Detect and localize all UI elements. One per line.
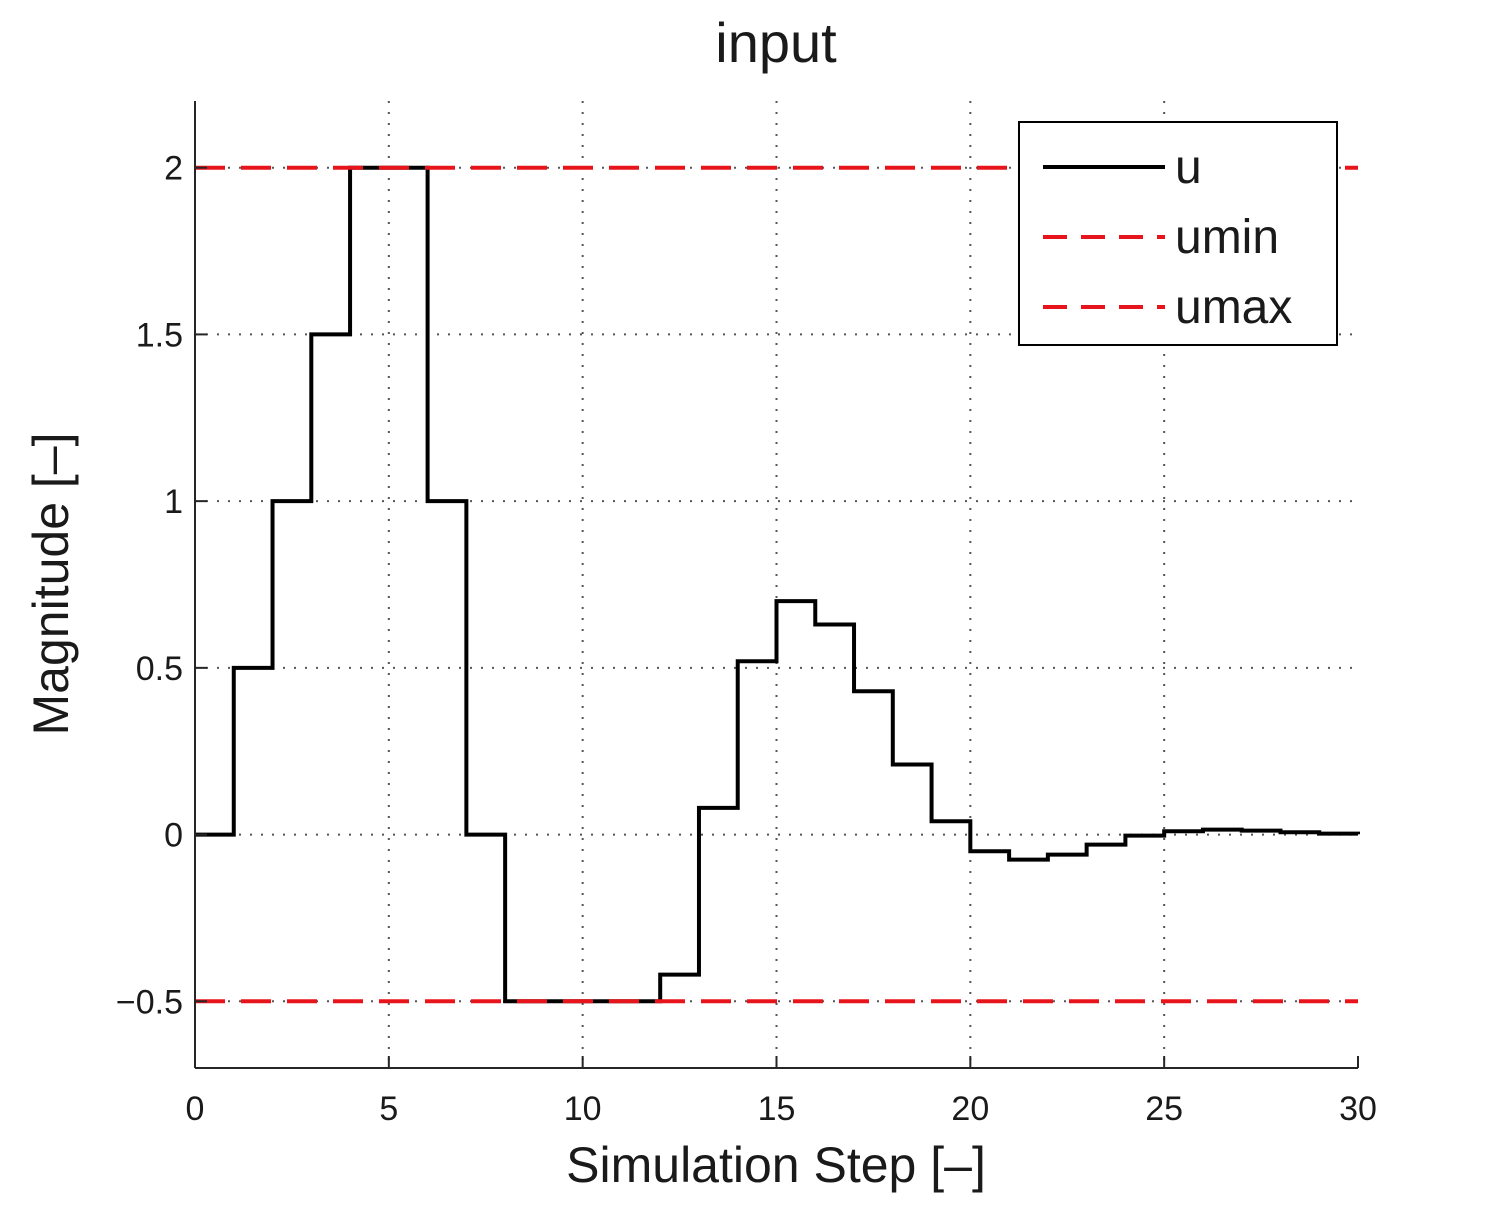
y-tick-label: −0.5 <box>116 983 183 1021</box>
y-tick-label: 2 <box>164 150 183 188</box>
legend-box <box>1018 121 1338 346</box>
y-axis-label: Magnitude [–] <box>23 433 79 736</box>
x-tick-label: 20 <box>951 1090 989 1128</box>
axes <box>194 101 1359 1069</box>
x-tick-label: 0 <box>186 1090 205 1128</box>
x-axis-label: Simulation Step [–] <box>566 1137 986 1193</box>
x-tick-label: 10 <box>564 1090 602 1128</box>
legend-label-umax: umax <box>1175 281 1292 334</box>
legend-label-u: u <box>1175 141 1202 194</box>
legend-label-umin: umin <box>1175 211 1279 264</box>
tick-labels: 0 5 10 15 20 25 30 −0.5 0 0.5 1 1.5 2 <box>116 150 1377 1128</box>
y-tick-label: 1 <box>164 483 183 521</box>
chart-title: input <box>715 11 837 74</box>
x-tick-label: 25 <box>1145 1090 1183 1128</box>
y-tick-label: 0.5 <box>136 650 183 688</box>
x-tick-label: 5 <box>379 1090 398 1128</box>
legend: u umin umax <box>1018 121 1338 346</box>
y-tick-label: 1.5 <box>136 316 183 354</box>
y-tick-label: 0 <box>164 817 183 855</box>
x-tick-label: 15 <box>758 1090 796 1128</box>
x-tick-label: 30 <box>1339 1090 1377 1128</box>
